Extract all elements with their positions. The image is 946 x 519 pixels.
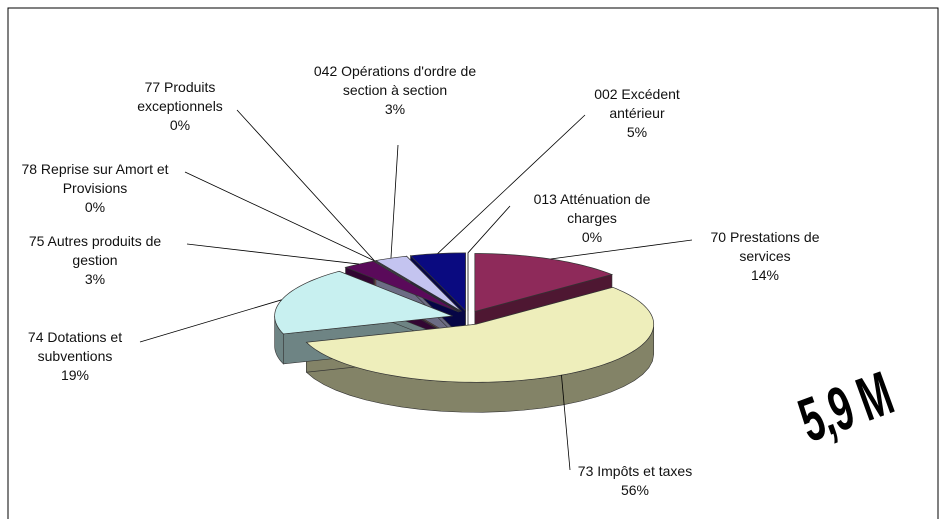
value-label: 0% xyxy=(169,117,191,133)
pie-slice xyxy=(305,286,655,383)
leader-lines xyxy=(139,109,693,471)
category-label: 78 Reprise sur Amort et Provisions xyxy=(21,161,169,196)
slice-label: 013 Atténuation de charges 0% xyxy=(510,190,675,247)
category-label: 74 Dotations et subventions xyxy=(27,329,123,364)
slice-label: 74 Dotations et subventions 19% xyxy=(5,328,145,385)
category-label: 042 Opérations d'ordre de section à sect… xyxy=(313,63,477,98)
slice-label: 78 Reprise sur Amort et Provisions 0% xyxy=(8,160,183,217)
leader-line xyxy=(139,299,282,343)
leader-line xyxy=(437,114,586,254)
slice-label: 73 Impôts et taxes 56% xyxy=(545,462,725,500)
value-label: 19% xyxy=(60,367,90,383)
pie-slice xyxy=(374,260,461,312)
value-label: 14% xyxy=(750,267,780,283)
leader-line xyxy=(390,144,399,259)
slice-label: 002 Excédent antérieur 5% xyxy=(575,85,700,142)
leader-line xyxy=(561,375,571,471)
slice-label: 77 Produits exceptionnels 0% xyxy=(118,78,243,135)
leader-line xyxy=(186,243,360,265)
category-label: 70 Prestations de services xyxy=(710,229,820,264)
category-label: 75 Autres produits de gestion xyxy=(28,233,162,268)
category-label: 013 Atténuation de charges xyxy=(533,191,651,226)
category-label: 002 Excédent antérieur xyxy=(594,86,680,121)
slice-label: 042 Opérations d'ordre de section à sect… xyxy=(305,62,485,119)
frame xyxy=(7,7,939,519)
leader-line xyxy=(184,171,375,262)
value-label: 5% xyxy=(626,124,648,140)
leader-line xyxy=(236,109,375,262)
value-label: 56% xyxy=(620,482,650,498)
pie-slice xyxy=(474,253,614,312)
slice-label: 75 Autres produits de gestion 3% xyxy=(8,232,183,289)
value-label: 0% xyxy=(581,229,603,245)
slice-tops xyxy=(274,252,655,383)
value-label: 0% xyxy=(84,199,106,215)
leader-line xyxy=(467,205,511,254)
value-label: 3% xyxy=(84,271,106,287)
slice-label: 70 Prestations de services 14% xyxy=(690,228,840,285)
leader-line xyxy=(550,239,693,260)
category-label: 73 Impôts et taxes xyxy=(577,463,693,479)
value-label: 3% xyxy=(384,101,406,117)
pie-slice xyxy=(344,260,460,313)
category-label: 77 Produits exceptionnels xyxy=(137,79,223,114)
